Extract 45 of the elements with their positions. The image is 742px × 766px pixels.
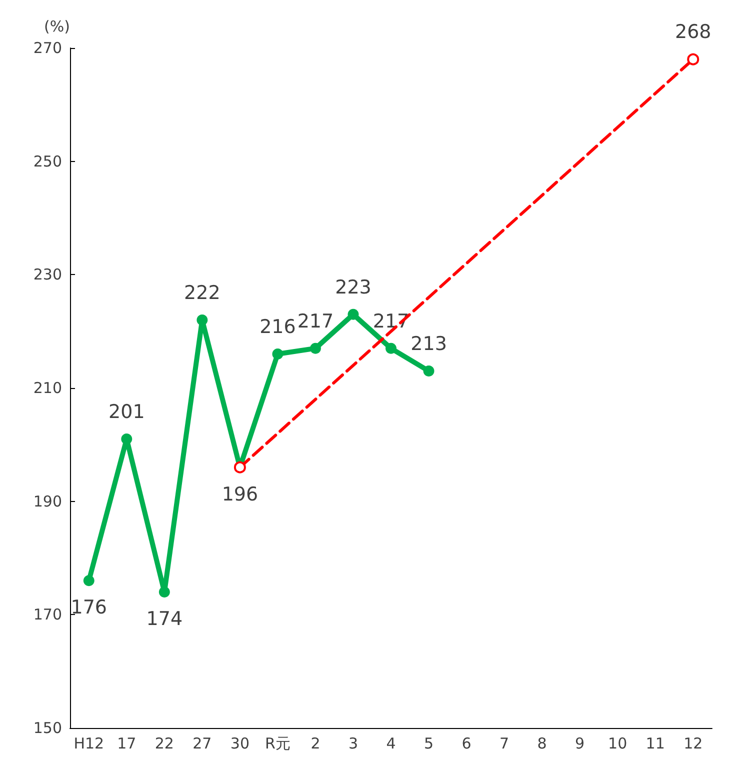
x-tick-label: 8 (537, 734, 547, 752)
point (687, 53, 700, 66)
data-label: 196 (222, 483, 258, 506)
x-tick-label: 7 (500, 734, 510, 752)
y-tick-label: 190 (33, 492, 62, 510)
y-tick-label: 150 (33, 719, 62, 737)
x-tick-label: 2 (310, 734, 320, 752)
data-label: 222 (184, 282, 220, 304)
x-tick-label: 11 (646, 734, 665, 752)
point (83, 575, 94, 586)
x-tick-label: 17 (117, 734, 136, 752)
y-tick-label: 170 (33, 606, 62, 624)
point (348, 308, 359, 320)
point (272, 348, 284, 360)
data-label: 174 (146, 608, 183, 630)
point (121, 434, 132, 444)
data-label: 217 (297, 310, 334, 332)
y-axis-title: (%) (44, 18, 70, 36)
y-tick-label: 230 (33, 266, 62, 284)
x-tick-label: 10 (608, 734, 628, 752)
data-label: 268 (674, 20, 712, 43)
y-tick-label: 250 (33, 152, 62, 170)
data-label: 201 (108, 401, 145, 423)
point (196, 314, 208, 326)
x-tick-label: R元 (264, 734, 290, 752)
point (423, 366, 434, 376)
x-tick-label: 22 (154, 734, 174, 752)
x-tick-label: 5 (424, 734, 434, 752)
point (158, 586, 170, 598)
data-label: 213 (410, 333, 447, 355)
data-label: 216 (260, 316, 296, 338)
y-tick-label: 270 (33, 39, 62, 57)
point (310, 342, 321, 354)
point (386, 342, 396, 354)
x-tick-label: H12 (74, 734, 104, 752)
data-label: 223 (335, 276, 372, 298)
x-tick-label: 12 (684, 734, 703, 752)
x-tick-label: 9 (575, 734, 585, 752)
y-tick-label: 210 (33, 379, 62, 397)
x-tick-label: 4 (386, 734, 396, 752)
data-label: 176 (70, 596, 108, 619)
x-tick-label: 30 (230, 734, 250, 752)
x-tick-label: 6 (462, 734, 472, 752)
x-tick-label: 27 (192, 734, 212, 752)
x-tick-label: 3 (348, 734, 358, 752)
